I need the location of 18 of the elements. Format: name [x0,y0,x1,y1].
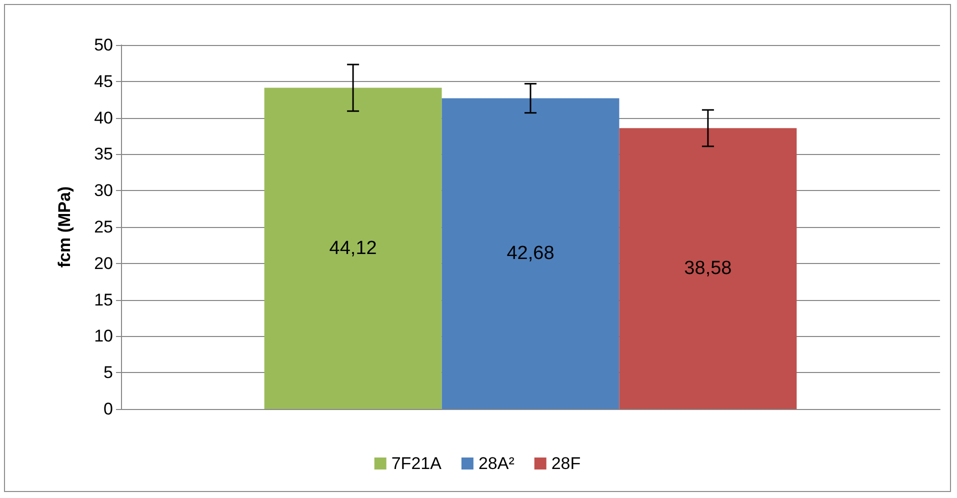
y-tick-label: 0 [104,400,113,418]
y-tick-label: 45 [94,72,113,91]
y-tick-label: 50 [94,36,113,54]
y-tick-label: 15 [94,290,113,310]
y-tick-label: 5 [104,363,113,382]
y-tick-label: 10 [94,326,113,346]
legend-label: 28A² [478,454,515,473]
data-label: 42,68 [506,243,554,264]
y-axis-title: fcm (MPa) [55,186,74,268]
legend-label: 28F [551,454,581,473]
legend-label: 7F21A [391,454,442,473]
y-tick-label: 35 [94,144,113,164]
y-tick-label: 40 [94,108,113,128]
y-tick-label: 20 [94,254,113,273]
y-tick-label: 30 [94,181,113,200]
y-tick-label: 25 [94,218,113,236]
data-label: 44,12 [329,238,377,259]
data-label: 38,58 [684,258,732,280]
